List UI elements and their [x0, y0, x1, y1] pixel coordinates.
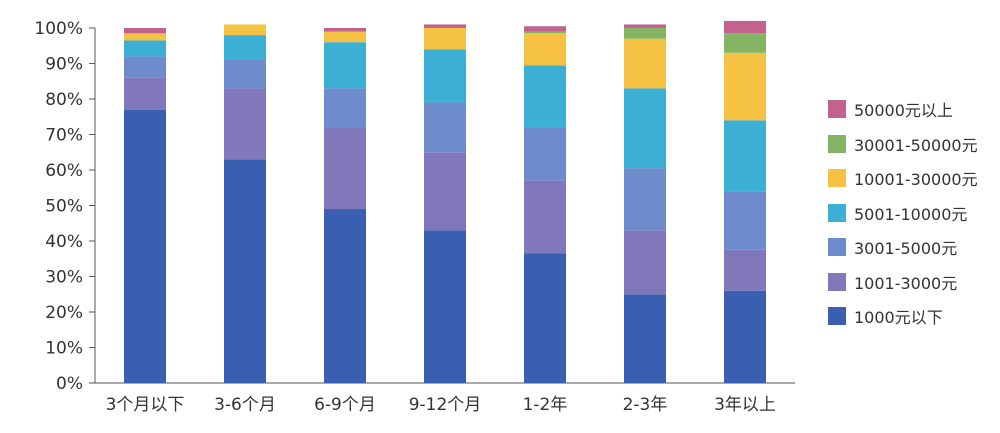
legend-swatch — [828, 203, 846, 222]
bar-segment — [124, 33, 166, 41]
y-tick-label: 10% — [45, 339, 83, 359]
bar-segment — [724, 52, 766, 121]
bar-segment — [224, 35, 266, 60]
legend-swatch — [828, 100, 846, 119]
bar-segment — [424, 24, 466, 28]
legend-item: 1000元以下 — [828, 299, 978, 334]
bar-segment — [324, 127, 366, 210]
bar-segment — [324, 31, 366, 43]
bar-segment — [224, 159, 266, 383]
legend-label: 3001-5000元 — [854, 239, 958, 259]
bar-segment — [724, 120, 766, 192]
y-tick-label: 0% — [56, 374, 83, 394]
bar-segment — [724, 290, 766, 383]
bar-segment — [424, 230, 466, 383]
bar-segment — [724, 20, 766, 34]
y-tick-label: 50% — [45, 197, 83, 217]
legend-swatch — [828, 272, 846, 291]
bar-segment — [624, 88, 666, 169]
bar-segment — [424, 49, 466, 103]
legend-swatch — [828, 307, 846, 326]
bar-segment — [524, 253, 566, 383]
bar-segment — [524, 33, 566, 66]
bar-segment — [624, 230, 666, 295]
bar-segment — [524, 26, 566, 32]
bar-segment — [124, 77, 166, 110]
bar-segment — [724, 33, 766, 53]
bars — [124, 20, 766, 384]
legend-item: 3001-5000元 — [828, 230, 978, 265]
y-tick-label: 80% — [45, 90, 83, 110]
x-tick-label: 2-3年 — [623, 395, 668, 415]
x-tick-label: 3-6个月 — [214, 395, 276, 415]
y-axis-ticks: 0% 10% 20% 30% 40% 50% 60% 70% 80% 90% 100% — [34, 19, 95, 394]
legend-swatch — [828, 134, 846, 153]
y-tick-label: 40% — [45, 232, 83, 252]
legend: 50000元以上 30001-50000元 10001-30000元 5001-100… — [828, 92, 978, 334]
bar-segment — [724, 249, 766, 291]
bar-segment — [224, 88, 266, 160]
bar-segment — [624, 294, 666, 383]
x-tick-label: 9-12个月 — [409, 395, 482, 415]
y-tick-label: 30% — [45, 268, 83, 288]
bar-segment — [624, 168, 666, 231]
y-tick-label: 70% — [45, 126, 83, 146]
bar-segment — [524, 180, 566, 254]
bar-segment — [424, 28, 466, 50]
x-axis-ticks: 3个月以下 3-6个月 6-9个月 9-12个月 1-2年 2-3年 3年以上 — [106, 395, 776, 415]
bar-segment — [524, 127, 566, 181]
bar-segment — [124, 56, 166, 78]
legend-item: 1001-3000元 — [828, 265, 978, 300]
bar-segment — [224, 24, 266, 36]
legend-label: 30001-50000元 — [854, 135, 978, 155]
legend-label: 5001-10000元 — [854, 204, 968, 224]
bar-segment — [424, 152, 466, 231]
y-tick-label: 90% — [45, 55, 83, 75]
bar-segment — [224, 59, 266, 89]
x-tick-label: 3个月以下 — [106, 395, 185, 415]
bar-segment — [324, 28, 366, 32]
x-tick-label: 3年以上 — [714, 395, 776, 415]
bar-segment — [124, 40, 166, 57]
legend-item: 30001-50000元 — [828, 127, 978, 162]
x-tick-label: 6-9个月 — [314, 395, 376, 415]
legend-label: 1001-3000元 — [854, 273, 958, 293]
y-tick-label: 60% — [45, 161, 83, 181]
bar-segment — [624, 24, 666, 28]
bar-segment — [324, 42, 366, 89]
bar-segment — [324, 88, 366, 128]
legend-item: 10001-30000元 — [828, 161, 978, 196]
y-tick-label: 20% — [45, 303, 83, 323]
bar-segment — [324, 209, 366, 383]
bar-segment — [424, 102, 466, 153]
bar-segment — [524, 65, 566, 128]
bar-segment — [624, 28, 666, 39]
legend-label: 10001-30000元 — [854, 170, 978, 190]
legend-item: 50000元以上 — [828, 92, 978, 127]
x-tick-label: 1-2年 — [523, 395, 568, 415]
legend-label: 50000元以上 — [854, 101, 953, 121]
legend-item: 5001-10000元 — [828, 196, 978, 231]
bar-segment — [624, 38, 666, 89]
legend-swatch — [828, 169, 846, 188]
bar-segment — [724, 191, 766, 250]
bar-segment — [124, 28, 166, 34]
y-tick-label: 100% — [34, 19, 83, 39]
legend-label: 1000元以下 — [854, 308, 943, 328]
bar-segment — [124, 109, 166, 384]
legend-swatch — [828, 238, 846, 257]
bar-segment — [524, 31, 566, 34]
